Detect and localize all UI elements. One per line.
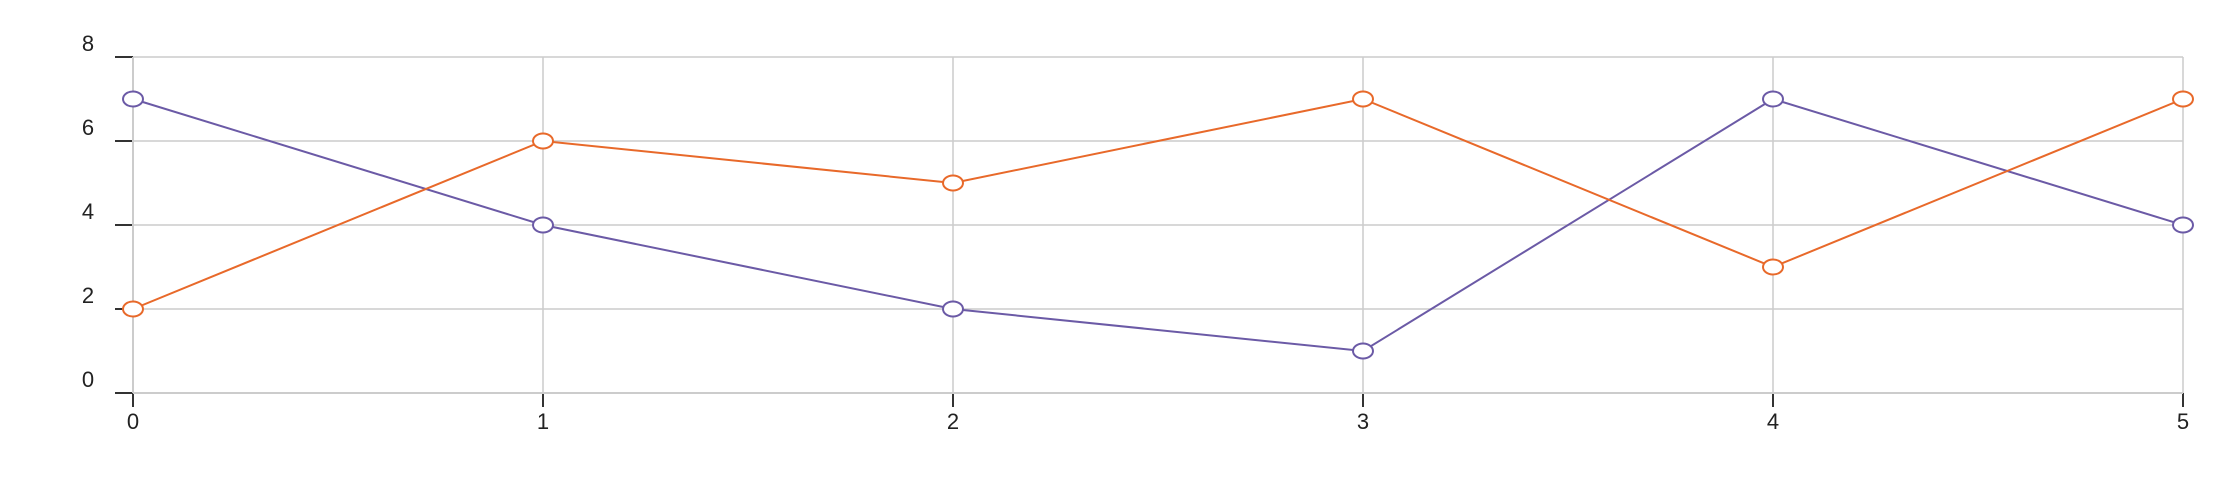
x-tick-label-5: 5: [2177, 409, 2189, 434]
x-tick-label-2: 2: [947, 409, 959, 434]
series-2-line: [132, 97, 2184, 310]
series-1-point-4: [1762, 90, 1784, 108]
series-1-point-2: [942, 300, 964, 318]
axes: 0 2 4 6 8 0 1 2 3 4 5: [82, 31, 2189, 434]
series-2-point-5: [2172, 90, 2194, 108]
y-tick-label-8: 8: [82, 31, 94, 56]
x-tick-label-3: 3: [1357, 409, 1369, 434]
y-tick-label-2: 2: [82, 283, 94, 308]
y-tick-label-4: 4: [82, 199, 94, 224]
series: [122, 90, 2194, 360]
series-2-point-4: [1762, 258, 1784, 276]
series-2-point-3: [1352, 90, 1374, 108]
series-2-point-0: [122, 300, 144, 318]
series-2: [122, 90, 2194, 318]
series-2-point-1: [532, 132, 554, 150]
x-tick-label-0: 0: [127, 409, 139, 434]
x-tick-label-4: 4: [1767, 409, 1779, 434]
series-1-point-3: [1352, 342, 1374, 360]
series-1-point-5: [2172, 216, 2194, 234]
y-tick-label-0: 0: [82, 367, 94, 392]
series-2-point-2: [942, 174, 964, 192]
series-1-point-0: [122, 90, 144, 108]
series-1-line: [132, 97, 2184, 353]
x-tick-label-1: 1: [537, 409, 549, 434]
series-1-point-1: [532, 216, 554, 234]
series-1: [122, 90, 2194, 360]
y-tick-label-6: 6: [82, 115, 94, 140]
